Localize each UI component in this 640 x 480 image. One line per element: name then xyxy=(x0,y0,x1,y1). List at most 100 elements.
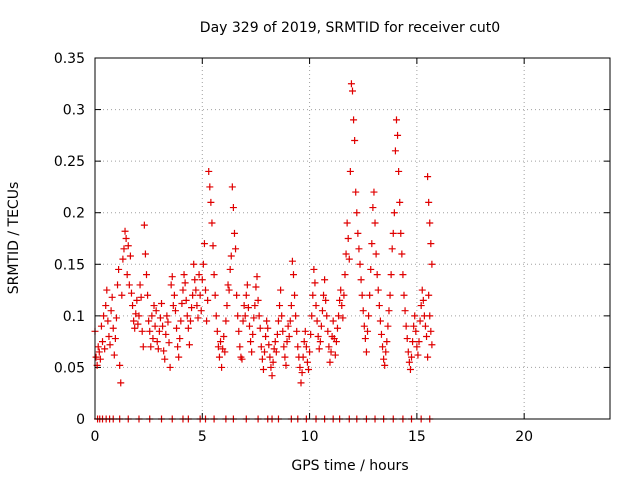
data-point xyxy=(385,307,393,315)
x-tick-label: 5 xyxy=(198,429,207,445)
data-point xyxy=(229,204,237,212)
data-point xyxy=(165,339,173,347)
data-point xyxy=(336,296,344,304)
data-point xyxy=(308,312,316,320)
data-point xyxy=(307,330,315,338)
data-point xyxy=(178,299,186,307)
data-point xyxy=(163,312,171,320)
data-point xyxy=(214,343,222,351)
data-point xyxy=(101,345,109,353)
data-point xyxy=(233,291,241,299)
data-point xyxy=(115,265,123,273)
data-point xyxy=(342,250,350,258)
data-point xyxy=(166,363,174,371)
data-point xyxy=(186,317,194,325)
data-point xyxy=(122,235,130,242)
data-point xyxy=(197,307,205,315)
data-point xyxy=(204,296,212,304)
data-point xyxy=(241,312,249,320)
data-point xyxy=(124,242,132,250)
data-point xyxy=(218,363,226,371)
data-point xyxy=(145,317,153,325)
data-point xyxy=(321,276,329,284)
data-point xyxy=(152,307,160,315)
data-point xyxy=(246,322,253,330)
data-point xyxy=(180,271,188,279)
data-point xyxy=(366,291,374,299)
data-point xyxy=(169,302,177,310)
data-point xyxy=(236,343,244,351)
data-point xyxy=(311,279,319,287)
data-point xyxy=(254,296,262,304)
data-point xyxy=(280,343,288,351)
data-point xyxy=(398,250,406,258)
data-point xyxy=(99,338,107,346)
data-point xyxy=(372,250,380,258)
data-point xyxy=(259,365,267,373)
data-point xyxy=(191,276,199,284)
data-point xyxy=(156,314,164,322)
data-point xyxy=(196,291,204,299)
data-point xyxy=(167,281,175,289)
data-point xyxy=(139,343,147,351)
data-point xyxy=(376,317,384,325)
data-point xyxy=(185,341,193,349)
data-point xyxy=(252,283,260,291)
data-point xyxy=(301,327,309,335)
data-point xyxy=(426,219,434,227)
data-point xyxy=(104,317,112,325)
data-point xyxy=(364,327,372,335)
data-point xyxy=(299,353,307,361)
data-point xyxy=(116,361,124,369)
data-point xyxy=(339,314,347,322)
data-point xyxy=(379,343,387,351)
data-point xyxy=(266,353,274,361)
data-point xyxy=(153,338,161,346)
data-point xyxy=(228,183,236,191)
data-point xyxy=(343,219,351,227)
data-point xyxy=(333,324,341,332)
data-point xyxy=(302,343,310,351)
data-point xyxy=(117,379,125,387)
data-point xyxy=(284,322,292,330)
data-point xyxy=(256,324,264,332)
y-tick-label: 0.3 xyxy=(63,103,85,119)
data-point xyxy=(289,271,297,279)
data-point xyxy=(423,332,431,340)
data-point xyxy=(221,348,229,356)
data-point xyxy=(381,361,389,369)
data-point xyxy=(279,327,287,335)
data-point xyxy=(109,324,117,332)
data-point xyxy=(425,198,433,206)
data-point xyxy=(426,312,434,320)
data-point xyxy=(293,327,301,335)
data-point xyxy=(425,291,433,299)
data-point xyxy=(414,351,422,359)
data-point xyxy=(386,291,394,299)
chart-title: Day 329 of 2019, SRMTID for receiver cut… xyxy=(200,20,500,36)
data-point xyxy=(399,271,407,279)
data-point xyxy=(242,291,250,299)
data-point xyxy=(238,355,246,363)
data-point xyxy=(123,271,131,279)
data-point xyxy=(102,302,110,310)
data-point xyxy=(217,338,225,346)
data-point xyxy=(377,330,385,338)
data-point xyxy=(179,286,187,294)
data-point xyxy=(234,312,242,320)
data-point xyxy=(349,87,356,95)
data-point xyxy=(306,348,314,356)
data-point xyxy=(137,293,145,301)
data-point xyxy=(258,355,266,363)
data-point xyxy=(249,330,257,338)
data-point xyxy=(303,358,311,366)
data-point xyxy=(373,271,381,279)
data-point xyxy=(367,265,375,273)
data-point xyxy=(198,276,206,284)
data-point xyxy=(239,317,247,325)
x-axis-label: GPS time / hours xyxy=(291,458,408,474)
data-point xyxy=(223,302,231,310)
data-point xyxy=(352,188,360,196)
data-point xyxy=(341,271,349,279)
